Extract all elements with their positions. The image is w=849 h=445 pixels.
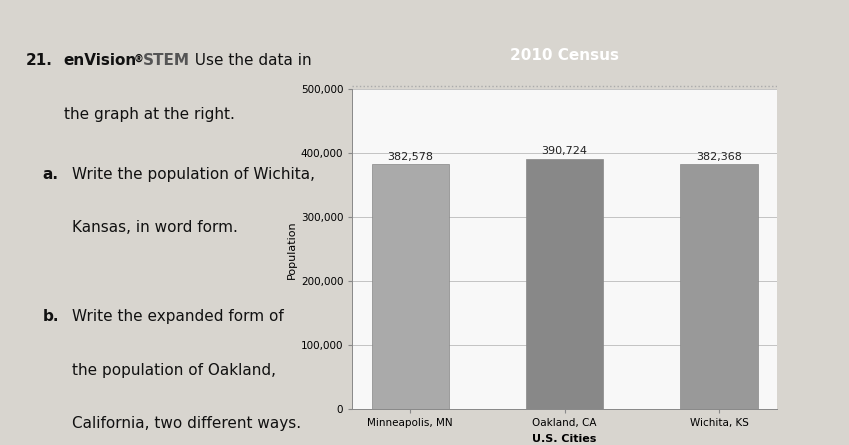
Text: STEM: STEM: [143, 53, 189, 69]
Text: 390,724: 390,724: [542, 146, 588, 157]
Text: ®: ®: [133, 53, 143, 63]
Text: Write the population of Wichita,: Write the population of Wichita,: [72, 167, 315, 182]
Text: enVision: enVision: [64, 53, 137, 69]
Text: the population of Oakland,: the population of Oakland,: [72, 363, 276, 378]
Text: Use the data in: Use the data in: [185, 53, 312, 69]
Text: California, two different ways.: California, two different ways.: [72, 416, 301, 431]
Text: 2010 Census: 2010 Census: [510, 48, 619, 63]
Text: a.: a.: [42, 167, 59, 182]
Bar: [526, 159, 603, 409]
Bar: [680, 164, 757, 409]
Bar: [372, 164, 449, 409]
Text: Kansas, in word form.: Kansas, in word form.: [72, 220, 238, 235]
X-axis label: U.S. Cities: U.S. Cities: [532, 434, 597, 444]
Text: b.: b.: [42, 309, 59, 324]
Text: 21.: 21.: [25, 53, 53, 69]
Text: the graph at the right.: the graph at the right.: [64, 107, 234, 122]
Text: 382,578: 382,578: [387, 152, 433, 162]
Text: 382,368: 382,368: [696, 152, 742, 162]
Text: Write the expanded form of: Write the expanded form of: [72, 309, 284, 324]
Y-axis label: Population: Population: [287, 220, 296, 279]
